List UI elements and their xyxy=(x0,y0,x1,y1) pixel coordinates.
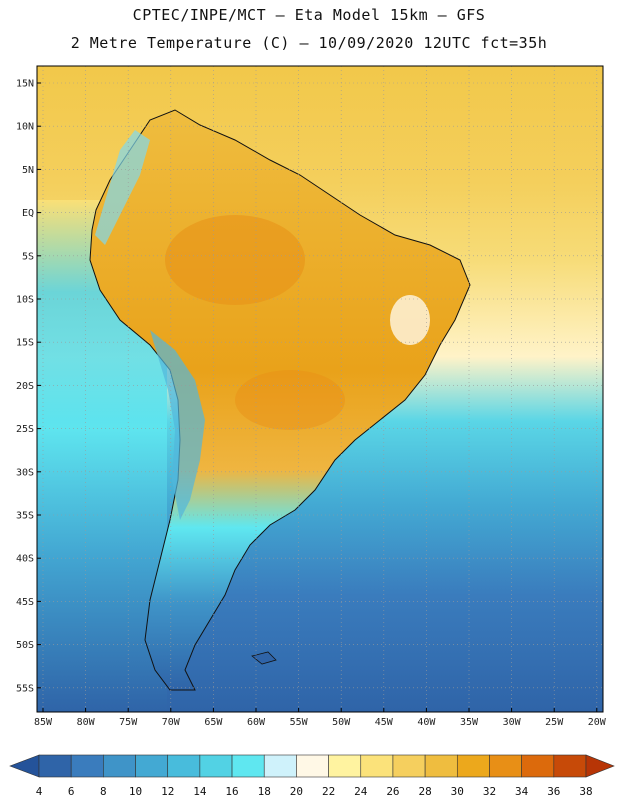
lon-tick-label: 20W xyxy=(588,717,607,728)
lat-tick-label: 55S xyxy=(16,683,34,694)
lon-tick-label: 70W xyxy=(162,717,181,728)
map-subtitle: 2 Metre Temperature (C) – 10/09/2020 12U… xyxy=(70,34,548,52)
lon-tick-label: 75W xyxy=(119,717,138,728)
colorbar-swatch xyxy=(424,754,458,778)
colorbar-swatch xyxy=(167,754,201,778)
colorbar-swatch xyxy=(296,754,329,778)
lat-tick-label: 45S xyxy=(16,597,34,608)
colorbar-left-triangle xyxy=(9,754,40,778)
lat-tick-label: 25S xyxy=(16,424,34,435)
colorbar-swatch xyxy=(38,754,72,778)
lon-tick-label: 25W xyxy=(545,717,564,728)
lon-tick-label: 55W xyxy=(290,717,309,728)
lat-tick-label: 5S xyxy=(22,251,34,262)
colorbar-label: 36 xyxy=(547,785,560,798)
colorbar-swatch xyxy=(360,754,394,778)
colorbar-swatch xyxy=(231,754,265,778)
lat-tick-label: 10S xyxy=(16,295,34,306)
colorbar-swatch xyxy=(553,754,587,778)
lon-tick-label: 30W xyxy=(503,717,522,728)
colorbar-label: 18 xyxy=(258,785,271,798)
colorbar-label: 32 xyxy=(483,785,496,798)
colorbar-label: 12 xyxy=(161,785,174,798)
lon-tick-label: 65W xyxy=(204,717,223,728)
colorbar-right-triangle xyxy=(585,754,615,778)
colorbar-swatch xyxy=(328,754,362,778)
lat-tick-label: 30S xyxy=(16,467,34,478)
lat-tick-label: 5N xyxy=(22,165,34,176)
colorbar-label: 10 xyxy=(129,785,142,798)
colorbar-label: 34 xyxy=(515,785,529,798)
colorbar-swatch xyxy=(263,754,297,778)
lat-tick-label: 40S xyxy=(16,554,34,565)
lat-tick-label: 15N xyxy=(16,79,34,90)
colorbar-swatch xyxy=(456,754,490,778)
lon-tick-label: 85W xyxy=(34,717,53,728)
colorbar-label: 26 xyxy=(386,785,399,798)
colorbar-swatch xyxy=(521,754,555,778)
colorbar-label: 4 xyxy=(36,785,43,798)
colorbar-swatch xyxy=(392,754,426,778)
colorbar-swatch xyxy=(135,754,169,778)
lon-tick-label: 35W xyxy=(460,717,479,728)
colorbar-label: 20 xyxy=(290,785,303,798)
colorbar-label: 8 xyxy=(100,785,107,798)
colorbar-label: 24 xyxy=(354,785,368,798)
plot-frame xyxy=(36,65,604,713)
colorbar-label: 30 xyxy=(451,785,464,798)
temperature-field xyxy=(37,66,603,712)
colorbar-swatch xyxy=(103,754,136,778)
lon-tick-label: 60W xyxy=(247,717,266,728)
colorbar-swatch xyxy=(199,754,233,778)
colorbar-label: 14 xyxy=(193,785,207,798)
lon-tick-label: 80W xyxy=(77,717,96,728)
lat-tick-label: EQ xyxy=(22,208,34,219)
lat-tick-label: 50S xyxy=(16,640,34,651)
lon-tick-label: 40W xyxy=(417,717,436,728)
colorbar-swatch xyxy=(489,754,522,778)
colorbar-label: 16 xyxy=(225,785,238,798)
map-title: CPTEC/INPE/MCT – Eta Model 15km – GFS xyxy=(132,6,486,24)
colorbar: 4 6 8 10 12 14 16 18 20 22 24 26 28 30 32 34 36 38 xyxy=(9,754,615,798)
lon-tick-label: 45W xyxy=(375,717,394,728)
colorbar-label: 28 xyxy=(418,785,431,798)
lat-tick-label: 35S xyxy=(16,511,34,522)
colorbar-label: 38 xyxy=(579,785,592,798)
lat-tick-label: 15S xyxy=(16,338,34,349)
lon-tick-label: 50W xyxy=(332,717,351,728)
lat-tick-label: 20S xyxy=(16,381,34,392)
lat-tick-label: 10N xyxy=(16,122,34,133)
colorbar-swatch xyxy=(70,754,104,778)
colorbar-label: 22 xyxy=(322,785,335,798)
colorbar-label: 6 xyxy=(68,785,75,798)
